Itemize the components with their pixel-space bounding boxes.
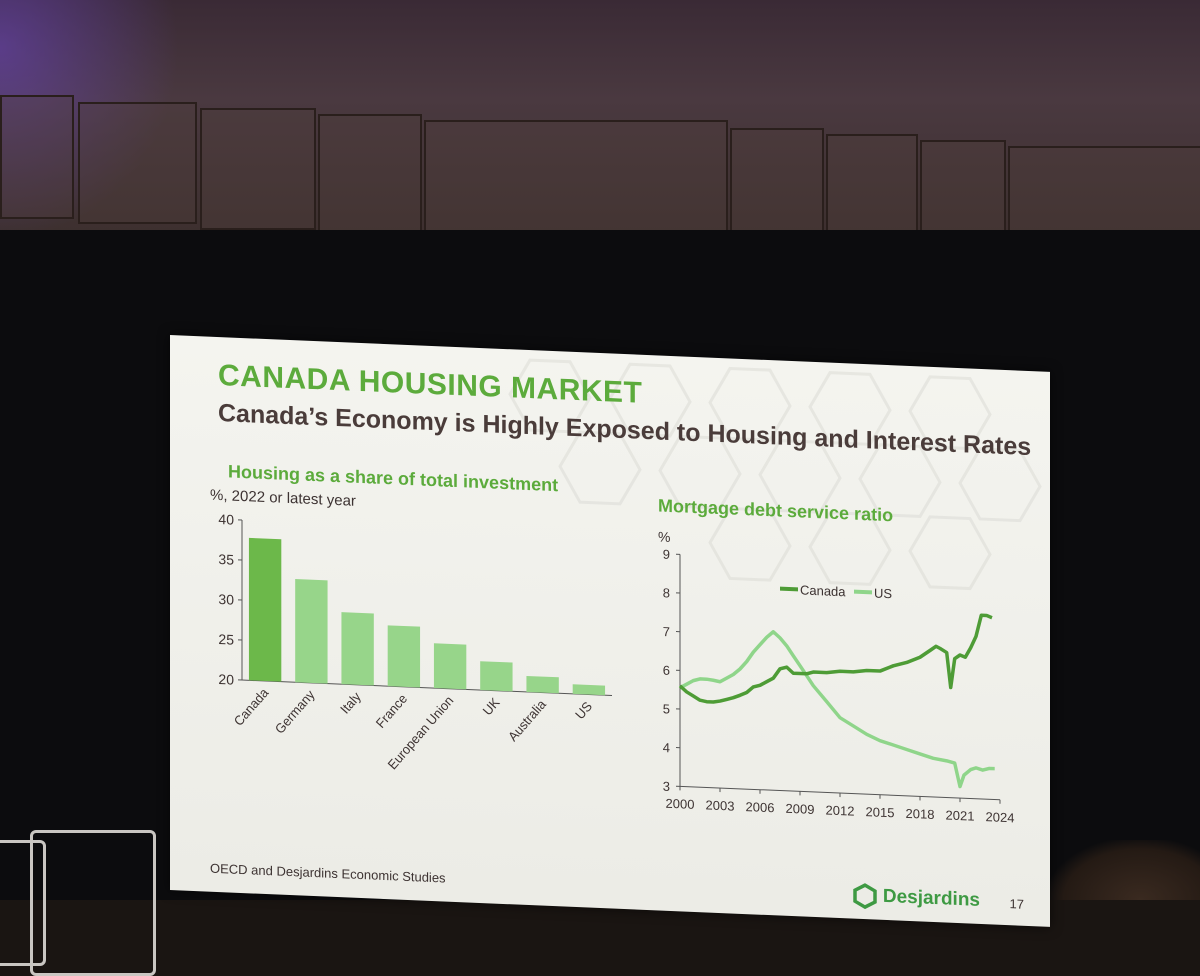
- legend-label-us: US: [874, 586, 892, 602]
- line-x-tick-label: 2012: [826, 802, 855, 818]
- line-y-tick-label: 9: [663, 547, 670, 562]
- line-y-tick-label: 7: [663, 624, 670, 639]
- desjardins-logo: Desjardins: [853, 883, 980, 914]
- line-x-tick-label: 2018: [906, 806, 935, 822]
- bar-y-tick-label: 20: [218, 671, 234, 688]
- wall-panel: [318, 114, 422, 238]
- audience-head: [1050, 840, 1200, 900]
- bar-y-tick-label: 25: [218, 631, 234, 648]
- bar-category-label: US: [572, 698, 595, 722]
- legend-label-canada: Canada: [800, 582, 846, 599]
- wall-panel: [78, 102, 197, 224]
- stair-railing: [30, 830, 156, 976]
- bar-category-label: Italy: [337, 689, 364, 717]
- line-y-axis-unit: %: [658, 528, 670, 545]
- line-x-tick-label: 2006: [746, 799, 775, 815]
- bar-uk: [480, 661, 512, 691]
- line-y-tick-label: 3: [663, 779, 670, 794]
- bar-category-label: France: [373, 691, 410, 731]
- series-line-canada: [680, 603, 992, 714]
- bar-category-label: Germany: [272, 687, 318, 737]
- line-x-tick-label: 2021: [946, 808, 975, 824]
- bar-y-tick-label: 35: [218, 551, 234, 568]
- line-x-tick-label: 2003: [706, 797, 735, 813]
- bar-italy: [341, 612, 373, 685]
- bar-category-label: UK: [480, 695, 503, 719]
- wall-panel: [0, 95, 74, 219]
- line-x-tick-label: 2000: [666, 796, 695, 812]
- line-x-tick-label: 2015: [866, 804, 895, 820]
- page-number: 17: [1010, 896, 1024, 912]
- legend-swatch-us: [854, 592, 872, 593]
- bar-australia: [526, 676, 558, 693]
- wall-panel: [424, 120, 728, 244]
- legend-swatch-canada: [780, 589, 798, 590]
- bar-y-tick-label: 40: [218, 511, 234, 528]
- bar-european-union: [434, 643, 466, 689]
- line-x-tick-label: 2024: [986, 809, 1015, 825]
- bar-canada: [249, 538, 281, 682]
- bar-germany: [295, 579, 327, 684]
- wall-panel: [200, 108, 316, 230]
- line-y-tick-label: 6: [663, 663, 670, 678]
- bar-y-tick-label: 30: [218, 591, 234, 608]
- line-chart: % 3 4 5 6 7 8 9 2000 2003 2006 2009 2012 2015 2018 2021…: [640, 523, 1020, 859]
- line-y-tick-label: 4: [663, 740, 670, 755]
- brand-name: Desjardins: [883, 886, 980, 912]
- bar-category-label: Canada: [231, 684, 272, 728]
- line-y-tick-label: 5: [663, 701, 670, 716]
- hexagon-logo-icon: [853, 883, 877, 910]
- projection-screen: CANADA HOUSING MARKET Canada’s Economy i…: [170, 335, 1050, 927]
- bar-category-label: Australia: [505, 696, 549, 744]
- bar-chart-subtitle: %, 2022 or latest year: [210, 487, 356, 510]
- bar-france: [388, 625, 420, 687]
- bar-us: [573, 684, 605, 695]
- line-y-tick-label: 8: [663, 585, 670, 600]
- line-x-tick-label: 2009: [786, 801, 815, 817]
- source-note: OECD and Desjardins Economic Studies: [210, 861, 446, 886]
